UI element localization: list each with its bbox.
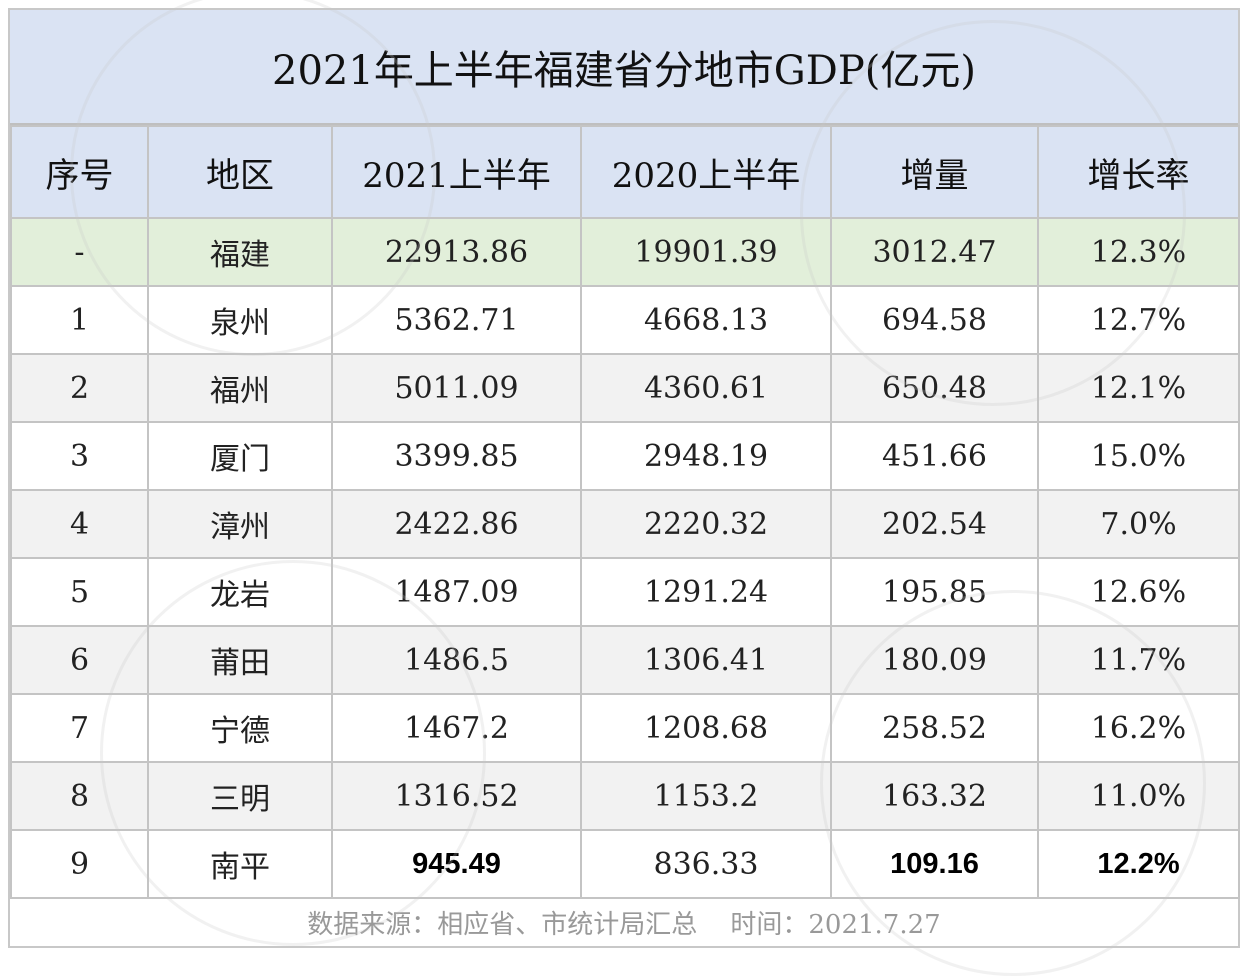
cell-growth-rate: 7.0% — [1037, 489, 1240, 559]
cell-growth-rate: 12.7% — [1037, 285, 1240, 355]
cell-gdp-2021h1: 1467.2 — [331, 693, 582, 763]
cell-index: 9 — [10, 829, 149, 899]
table-row: 7 宁德 1467.2 1208.68 258.52 16.2% — [10, 693, 1240, 763]
cell-growth-rate: 12.6% — [1037, 557, 1240, 627]
cell-region: 厦门 — [147, 421, 333, 491]
header-2020h1: 2020上半年 — [580, 125, 832, 219]
table-row: 2 福州 5011.09 4360.61 650.48 12.1% — [10, 353, 1240, 423]
cell-gdp-2021h1: 1487.09 — [331, 557, 582, 627]
cell-region: 三明 — [147, 761, 333, 831]
cell-gdp-2020h1: 1291.24 — [580, 557, 832, 627]
cell-index: 5 — [10, 557, 149, 627]
cell-gdp-2021h1: 945.49 — [331, 829, 582, 899]
cell-increase: 650.48 — [830, 353, 1039, 423]
header-increase: 增量 — [830, 125, 1039, 219]
cell-region: 南平 — [147, 829, 333, 899]
cell-gdp-2020h1: 836.33 — [580, 829, 832, 899]
table-row: 8 三明 1316.52 1153.2 163.32 11.0% — [10, 761, 1240, 831]
header-growth-rate: 增长率 — [1037, 125, 1240, 219]
cell-increase: 195.85 — [830, 557, 1039, 627]
cell-increase: 109.16 — [830, 829, 1039, 899]
gdp-table: 序号 地区 2021上半年 2020上半年 增量 增长率 - 福建 22913.86… — [10, 125, 1240, 899]
cell-gdp-2021h1: 2422.86 — [331, 489, 582, 559]
table-row: 1 泉州 5362.71 4668.13 694.58 12.7% — [10, 285, 1240, 355]
cell-gdp-2020h1: 2220.32 — [580, 489, 832, 559]
cell-gdp-2020h1: 1208.68 — [580, 693, 832, 763]
cell-index: 4 — [10, 489, 149, 559]
source-footer: 数据来源：相应省、市统计局汇总 时间：2021.7.27 — [307, 909, 941, 940]
cell-increase: 694.58 — [830, 285, 1039, 355]
cell-region: 莆田 — [147, 625, 333, 695]
cell-gdp-2020h1: 4360.61 — [580, 353, 832, 423]
table-frame — [8, 8, 1240, 948]
cell-increase: 258.52 — [830, 693, 1039, 763]
cell-growth-rate: 11.0% — [1037, 761, 1240, 831]
cell-index: 2 — [10, 353, 149, 423]
cell-increase: 180.09 — [830, 625, 1039, 695]
cell-gdp-2020h1: 2948.19 — [580, 421, 832, 491]
cell-gdp-2020h1: 4668.13 — [580, 285, 832, 355]
header-row: 序号 地区 2021上半年 2020上半年 增量 增长率 — [10, 125, 1240, 219]
cell-index: 6 — [10, 625, 149, 695]
cell-index: 3 — [10, 421, 149, 491]
cell-gdp-2021h1: 3399.85 — [331, 421, 582, 491]
cell-gdp-2021h1: 5011.09 — [331, 353, 582, 423]
cell-region: 泉州 — [147, 285, 333, 355]
cell-increase: 163.32 — [830, 761, 1039, 831]
cell-growth-rate: 12.2% — [1037, 829, 1240, 899]
total-row: - 福建 22913.86 19901.39 3012.47 12.3% — [10, 217, 1240, 287]
cell-growth-rate: 15.0% — [1037, 421, 1240, 491]
cell-region: 福建 — [147, 217, 333, 287]
header-2021h1: 2021上半年 — [331, 125, 582, 219]
table-row: 3 厦门 3399.85 2948.19 451.66 15.0% — [10, 421, 1240, 491]
cell-index: 7 — [10, 693, 149, 763]
cell-region: 宁德 — [147, 693, 333, 763]
cell-gdp-2021h1: 1486.5 — [331, 625, 582, 695]
cell-increase: 451.66 — [830, 421, 1039, 491]
table-title: 2021年上半年福建省分地市GDP(亿元) — [10, 10, 1238, 125]
table-row: 4 漳州 2422.86 2220.32 202.54 7.0% — [10, 489, 1240, 559]
cell-growth-rate: 12.1% — [1037, 353, 1240, 423]
cell-region: 漳州 — [147, 489, 333, 559]
table-row: 9 南平 945.49 836.33 109.16 12.2% — [10, 829, 1240, 899]
cell-region: 龙岩 — [147, 557, 333, 627]
table-row: 5 龙岩 1487.09 1291.24 195.85 12.6% — [10, 557, 1240, 627]
cell-index: - — [10, 217, 149, 287]
cell-gdp-2021h1: 5362.71 — [331, 285, 582, 355]
cell-increase: 3012.47 — [830, 217, 1039, 287]
cell-region: 福州 — [147, 353, 333, 423]
cell-gdp-2021h1: 1316.52 — [331, 761, 582, 831]
header-region: 地区 — [147, 125, 333, 219]
cell-growth-rate: 16.2% — [1037, 693, 1240, 763]
header-index: 序号 — [10, 125, 149, 219]
cell-gdp-2020h1: 19901.39 — [580, 217, 832, 287]
table-row: 6 莆田 1486.5 1306.41 180.09 11.7% — [10, 625, 1240, 695]
cell-gdp-2020h1: 1306.41 — [580, 625, 832, 695]
cell-growth-rate: 11.7% — [1037, 625, 1240, 695]
cell-gdp-2020h1: 1153.2 — [580, 761, 832, 831]
cell-index: 1 — [10, 285, 149, 355]
cell-increase: 202.54 — [830, 489, 1039, 559]
cell-growth-rate: 12.3% — [1037, 217, 1240, 287]
cell-gdp-2021h1: 22913.86 — [331, 217, 582, 287]
cell-index: 8 — [10, 761, 149, 831]
